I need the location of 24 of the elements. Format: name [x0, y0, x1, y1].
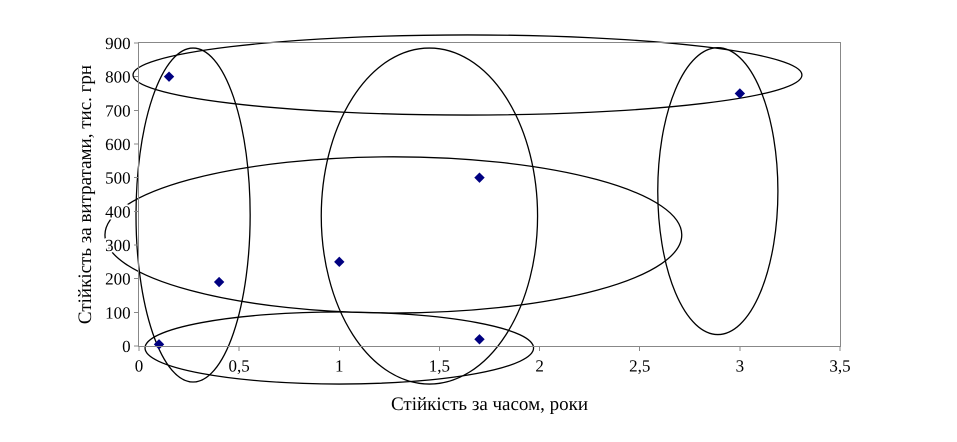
y-tick-label: 100 — [105, 303, 131, 322]
y-tick-label: 0 — [122, 336, 131, 356]
point — [734, 88, 746, 99]
point — [474, 172, 485, 183]
y-tick-label: 700 — [105, 101, 131, 120]
x-tick-label: 1,5 — [428, 356, 450, 376]
x-tick-label: 2,5 — [629, 356, 650, 376]
x-tick-label: 2 — [535, 356, 544, 376]
x-tick-label: 0,5 — [228, 356, 250, 376]
y-tick-label: 900 — [105, 34, 131, 53]
point — [164, 71, 174, 82]
point — [214, 276, 224, 288]
y-tick-label: 800 — [105, 68, 131, 87]
y-tick-label: 600 — [105, 134, 131, 154]
y-axis-title: Стійкість за витратами, тис. грн — [74, 64, 96, 324]
x-tick-label: 3,5 — [829, 356, 851, 376]
y-tick-label: 500 — [105, 168, 131, 188]
point — [334, 256, 344, 268]
point — [474, 334, 485, 344]
x-axis-title: Стійкість за часом, роки — [390, 394, 588, 416]
x-tick-label: 3 — [736, 356, 744, 376]
x-tick-label: 0 — [134, 356, 144, 376]
y-tick-label: 200 — [105, 270, 131, 289]
x-tick-label: 1 — [335, 356, 344, 376]
